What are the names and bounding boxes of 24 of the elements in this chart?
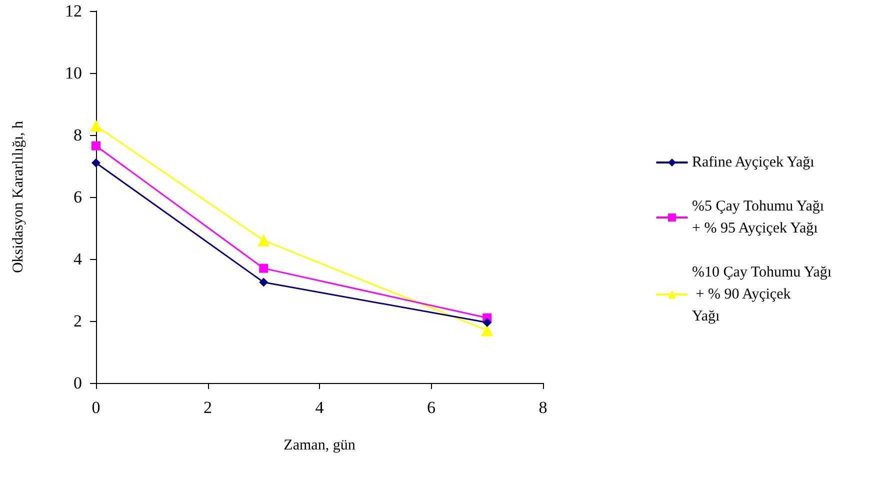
y-tick-label: 0 [74, 374, 82, 392]
y-tick-label: 10 [65, 64, 82, 82]
point [258, 234, 270, 246]
point [259, 278, 268, 287]
point [482, 318, 492, 328]
x-tick-label: 4 [315, 398, 324, 417]
y-tick-label: 2 [74, 312, 82, 330]
y-tick-label: 6 [74, 188, 82, 206]
x-axis-title: Zaman, gün [284, 438, 356, 454]
point [92, 141, 100, 150]
y-axis-title: Oksidasyon Kararlılığı, h [10, 120, 26, 274]
x-tick-label: 0 [92, 398, 100, 417]
point [92, 158, 100, 168]
x-tick-label: 2 [204, 398, 212, 417]
point [90, 120, 102, 132]
legend-label: %10 Çay Tohumu Yağı + % 90 Ayçiçek Yağı [692, 264, 832, 324]
y-tick-label: 4 [74, 250, 82, 268]
y-tick-label: 8 [74, 126, 82, 144]
y-tick-label: 12 [65, 2, 82, 20]
x-tick-label: 8 [538, 398, 548, 417]
x-tick-label: 6 [427, 398, 436, 417]
legend-label: %5 Çay Tohumu Yağı + % 95 Ayçiçek Yağı [692, 198, 828, 236]
legend-label: Rafine Ayçiçek Yağı [692, 154, 814, 170]
point [259, 264, 268, 273]
